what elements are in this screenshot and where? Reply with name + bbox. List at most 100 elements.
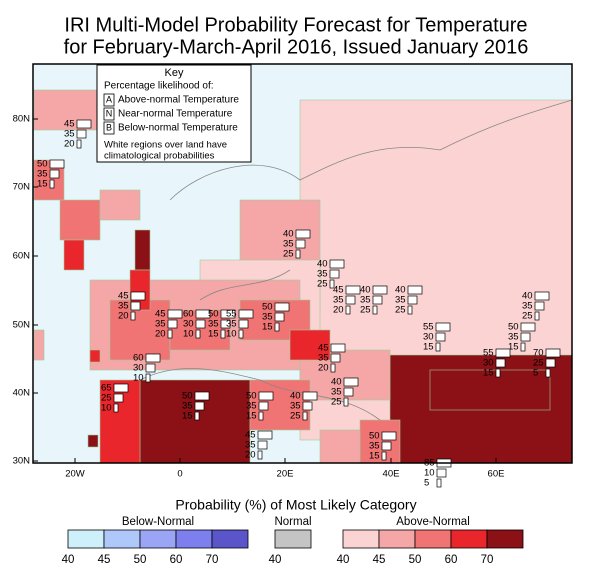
legend-label: 40 (269, 554, 282, 566)
forecast-value: 50 (246, 391, 257, 402)
key-note: climatological probabilities (104, 151, 215, 162)
glyph-bar (295, 229, 311, 239)
forecast-value: 30 (183, 319, 194, 330)
forecast-value: 35 (245, 440, 256, 451)
forecast-value: 35 (226, 319, 237, 330)
glyph-bar (274, 312, 285, 322)
forecast-value: 20 (64, 139, 75, 150)
forecast-value: 35 (155, 319, 166, 330)
glyph-bar (520, 322, 536, 332)
forecast-value: 45 (155, 309, 166, 320)
lat-label: 40N (13, 388, 31, 399)
glyph-bar (113, 393, 124, 403)
legend-swatch (450, 529, 488, 549)
key-note: White regions over land have (104, 140, 227, 151)
forecast-value: 30 (133, 363, 144, 374)
lat-label: 30N (13, 456, 31, 467)
shaded-region (33, 89, 105, 131)
glyph-bar (258, 391, 274, 401)
shaded-region (359, 419, 401, 464)
forecast-value: 50 (508, 322, 519, 333)
glyph-bar (436, 478, 442, 488)
forecast-value: 50 (262, 302, 273, 313)
forecast-value: 50 (182, 391, 193, 402)
forecast-value: 30 (423, 332, 434, 343)
glyph-bar (220, 309, 236, 319)
glyph-bar (381, 451, 387, 461)
shaded-region (319, 429, 361, 464)
legend-swatch (274, 529, 312, 549)
glyph-bar (130, 311, 136, 321)
glyph-bar (274, 302, 290, 312)
forecast-value: 50 (369, 431, 380, 442)
forecast-value: 15 (369, 451, 380, 462)
forecast-value: 55 (483, 348, 494, 359)
forecast-value: 20 (245, 450, 256, 461)
glyph-bar (330, 353, 341, 363)
forecast-value: 35 (331, 387, 342, 398)
glyph-bar (435, 332, 446, 342)
legend-label: 50 (409, 554, 422, 566)
forecast-value: 35 (360, 295, 371, 306)
legend-swatch (67, 529, 105, 549)
legend-swatch (486, 529, 524, 549)
forecast-value: 35 (395, 295, 406, 306)
glyph-bar (329, 279, 335, 289)
glyph-bar (130, 291, 146, 301)
forecast-value: 35 (64, 129, 75, 140)
glyph-bar (407, 285, 423, 295)
glyph-bar (343, 387, 354, 397)
glyph-bar (407, 305, 413, 315)
lon-label: 20E (277, 469, 294, 480)
forecast-value: 45 (245, 430, 256, 441)
forecast-value: 35 (369, 441, 380, 452)
forecast-value: 25 (360, 305, 371, 316)
glyph-bar (520, 332, 531, 342)
key-item: Near-normal Temperature (118, 109, 233, 120)
key-letter: B (106, 122, 112, 132)
glyph-bar (274, 322, 280, 332)
forecast-value: 10 (101, 403, 112, 414)
forecast-value: 25 (290, 411, 301, 422)
glyph-bar (167, 309, 183, 319)
glyph-bar (258, 401, 269, 411)
glyph-bar (238, 309, 254, 319)
forecast-value: 15 (508, 342, 519, 353)
glyph-bar (435, 342, 441, 352)
shaded-region (87, 434, 99, 448)
shaded-region (59, 199, 101, 241)
forecast-value: 55 (226, 309, 237, 320)
legend-label: 70 (206, 554, 219, 566)
map (33, 64, 573, 464)
forecast-value: 60 (183, 309, 194, 320)
forecast-value: 40 (360, 285, 371, 296)
lat-label: 50N (13, 320, 31, 331)
glyph-bar (329, 269, 340, 279)
glyph-bar (343, 377, 359, 387)
glyph-bar (435, 322, 451, 332)
key-item: Below-normal Temperature (118, 123, 238, 134)
key-item: Above-normal Temperature (118, 95, 239, 106)
forecast-value: 70 (533, 348, 544, 359)
forecast-value: 40 (395, 285, 406, 296)
legend-group-name: Below-Normal (122, 516, 194, 528)
glyph-bar (545, 358, 556, 368)
glyph-bar (195, 309, 211, 319)
legend-group-name: Normal (274, 516, 311, 528)
forecast-value: 15 (246, 411, 257, 422)
forecast-value: 10 (424, 468, 435, 479)
glyph-bar (545, 348, 561, 358)
glyph-bar (258, 411, 264, 421)
glyph-bar (345, 285, 361, 295)
glyph-bar (145, 353, 161, 363)
forecast-value: 15 (262, 322, 273, 333)
forecast-value: 65 (101, 383, 112, 394)
